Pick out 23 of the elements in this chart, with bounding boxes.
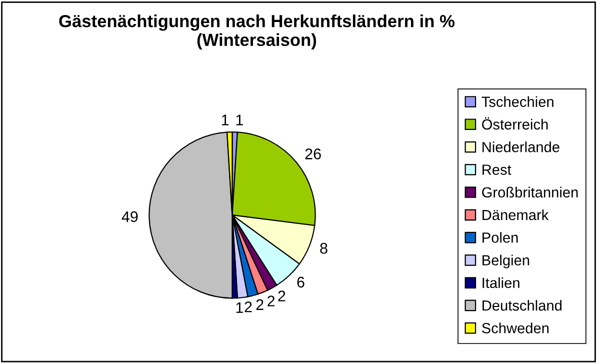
legend-label: Großbritannien [482,186,578,198]
legend-label: Italien [482,277,520,288]
data-label: 8 [320,242,328,254]
legend-label: Dänemark [482,209,549,220]
data-label: 2 [268,296,275,306]
data-label: 49 [122,211,138,222]
data-label: 1 [222,114,229,126]
data-label: 1 [236,114,243,126]
data-label: 6 [297,276,304,288]
data-label: 2 [278,290,286,302]
legend-label: Polen [482,232,518,243]
legend-label: Belgien [482,254,530,268]
legend-label: Schweden [482,322,549,334]
legend-label: Tschechien [482,96,554,107]
data-label: 1 [236,302,243,313]
data-label: 2 [256,299,264,310]
legend-label: Rest [482,164,512,175]
legend-label: Deutschland [482,300,562,311]
legend-label: Österreich [482,117,548,130]
chart-title: Gästenächtigungen nach Herkunftsländern in % (Wintersaison) [59,14,455,50]
data-label: 2 [244,301,252,312]
data-label: 26 [305,148,321,160]
legend-label: Niederlande [482,142,560,152]
